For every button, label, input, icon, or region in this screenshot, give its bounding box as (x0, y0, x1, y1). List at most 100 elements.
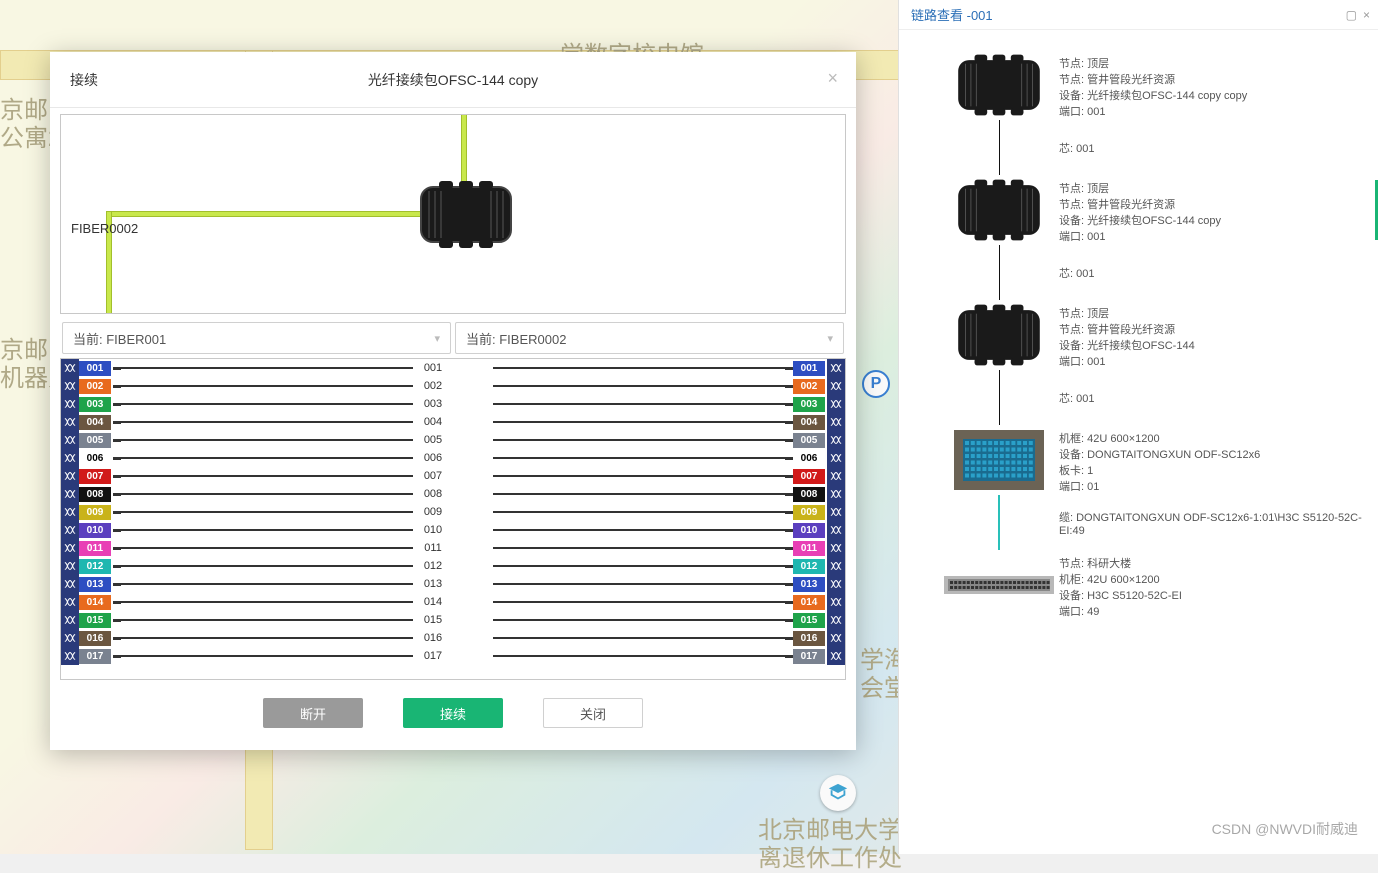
fiber-row[interactable]: 010010 (453, 521, 845, 539)
fiber-row[interactable]: 006006 (61, 449, 453, 467)
fiber-row[interactable]: 002002 (61, 377, 453, 395)
fiber-row[interactable]: 006006 (453, 449, 845, 467)
fiber-number-badge: 014 (793, 595, 827, 610)
wire (493, 439, 785, 441)
fiber-row[interactable]: 013013 (453, 575, 845, 593)
fiber-row[interactable]: 009009 (61, 503, 453, 521)
center-number: 008 (413, 488, 453, 500)
fiber-row[interactable]: 005005 (453, 431, 845, 449)
fiber-row[interactable]: 017017 (61, 647, 453, 665)
center-number: 015 (413, 614, 453, 626)
wire (493, 529, 785, 531)
fiber-number-badge: 001 (79, 361, 113, 376)
close-button[interactable]: 关闭 (543, 698, 643, 728)
splice-modal: 接续 光纤接续包OFSC-144 copy × FIBER0002 (50, 52, 856, 750)
splice-edge-icon (827, 449, 845, 467)
side-panel-body[interactable]: 节点: 顶层节点: 管井管段光纤资源设备: 光纤接续包OFSC-144 copy… (899, 30, 1378, 854)
fiber-row[interactable]: 014014 (61, 593, 453, 611)
stub (785, 529, 793, 532)
stub (113, 385, 121, 388)
fiber-row[interactable]: 008 008 (61, 485, 453, 503)
chevron-down-icon: ▾ (827, 332, 833, 345)
segment-label: 芯: 001 (1059, 245, 1378, 300)
break-button[interactable]: 断开 (263, 698, 363, 728)
splice-diagram: FIBER0002 (60, 114, 846, 314)
fiber-row[interactable]: 013013 (61, 575, 453, 593)
fiber-row[interactable]: 016016 (453, 629, 845, 647)
fiber-row[interactable]: 007007 (453, 467, 845, 485)
wire (121, 493, 413, 495)
wire (493, 367, 785, 369)
stub (113, 367, 121, 370)
fiber-row[interactable]: 016016 (61, 629, 453, 647)
fiber-row[interactable]: 012012 (61, 557, 453, 575)
wire (121, 547, 413, 549)
stub (785, 511, 793, 514)
link-node[interactable]: 机框: 42U 600×1200设备: DONGTAITONGXUN ODF-S… (939, 425, 1378, 495)
fiber-row[interactable]: 010010 (61, 521, 453, 539)
wire (493, 511, 785, 513)
stub (785, 403, 793, 406)
center-number: 006 (413, 452, 453, 464)
fiber-number-badge: 011 (793, 541, 827, 556)
fiber-number-badge: 004 (793, 415, 827, 430)
link-segment: 芯: 001 (939, 370, 1378, 425)
center-number: 016 (413, 632, 453, 644)
fiber-row[interactable]: 012012 (453, 557, 845, 575)
closure-icon (939, 50, 1059, 120)
fiber-row[interactable]: 003003 (61, 395, 453, 413)
fiber-row[interactable]: 015015 (453, 611, 845, 629)
center-number: 001 (413, 362, 453, 374)
stub (113, 493, 121, 496)
fiber-row[interactable]: 003003 (453, 395, 845, 413)
fiber-number-badge: 008 (79, 487, 113, 502)
wire (493, 619, 785, 621)
fiber-number-badge: 010 (79, 523, 113, 538)
fiber-number-badge: 001 (793, 361, 827, 376)
select-right-fiber[interactable]: 当前: FIBER0002 ▾ (455, 322, 844, 354)
wire (493, 421, 785, 423)
close-icon[interactable]: × (827, 68, 838, 89)
fiber-number-badge: 005 (793, 433, 827, 448)
fiber-row[interactable]: 011011 (61, 539, 453, 557)
link-node[interactable]: 节点: 科研大楼机柜: 42U 600×1200设备: H3C S5120-52… (939, 550, 1378, 620)
wire (121, 601, 413, 603)
fiber-row[interactable]: 017017 (453, 647, 845, 665)
splice-edge-icon (827, 377, 845, 395)
select-right-value: 当前: FIBER0002 (466, 329, 566, 348)
fiber-row[interactable]: 002002 (453, 377, 845, 395)
link-node[interactable]: 节点: 顶层节点: 管井管段光纤资源设备: 光纤接续包OFSC-144 copy… (939, 50, 1378, 120)
maximize-icon[interactable]: ▢ (1346, 8, 1357, 22)
fiber-row[interactable]: 008008 (453, 485, 845, 503)
link-view-panel: 链路查看 -001 ▢ × 节点: 顶层节点: 管井管段光纤资源设备: 光纤接续… (898, 0, 1378, 854)
link-node[interactable]: 节点: 顶层节点: 管井管段光纤资源设备: 光纤接续包OFSC-144 copy… (939, 175, 1378, 245)
fiber-row[interactable]: 004004 (61, 413, 453, 431)
wire (121, 655, 413, 657)
fiber-number-badge: 005 (79, 433, 113, 448)
fiber-row[interactable]: 007007 (61, 467, 453, 485)
select-left-fiber[interactable]: 当前: FIBER001 ▾ (62, 322, 451, 354)
fiber-row[interactable]: 001001 (453, 359, 845, 377)
fiber-row[interactable]: 011011 (453, 539, 845, 557)
node-info: 机框: 42U 600×1200设备: DONGTAITONGXUN ODF-S… (1059, 425, 1378, 495)
side-panel-header: 链路查看 -001 ▢ × (899, 0, 1378, 30)
fiber-number-badge: 009 (79, 505, 113, 520)
fiber-lists[interactable]: 0010010020020030030040040050050060060070… (60, 358, 846, 680)
fiber-row[interactable]: 014014 (453, 593, 845, 611)
stub (113, 421, 121, 424)
close-icon[interactable]: × (1363, 8, 1370, 22)
segment-label: 缆: DONGTAITONGXUN ODF-SC12x6-1:01\H3C S5… (1059, 495, 1378, 550)
link-node[interactable]: 节点: 顶层节点: 管井管段光纤资源设备: 光纤接续包OFSC-144端口: 0… (939, 300, 1378, 370)
fiber-row[interactable]: 004004 (453, 413, 845, 431)
fiber-row[interactable]: 005005 (61, 431, 453, 449)
wire (121, 475, 413, 477)
splice-button[interactable]: 接续 (403, 698, 503, 728)
fiber-number-badge: 015 (79, 613, 113, 628)
fiber-row[interactable]: 009009 (453, 503, 845, 521)
center-number: 003 (413, 398, 453, 410)
fiber-number-badge: 007 (79, 469, 113, 484)
fiber-row[interactable]: 015 015 (61, 611, 453, 629)
fiber-row[interactable]: 001 001 (61, 359, 453, 377)
stub (113, 547, 121, 550)
splice-edge-icon (827, 467, 845, 485)
